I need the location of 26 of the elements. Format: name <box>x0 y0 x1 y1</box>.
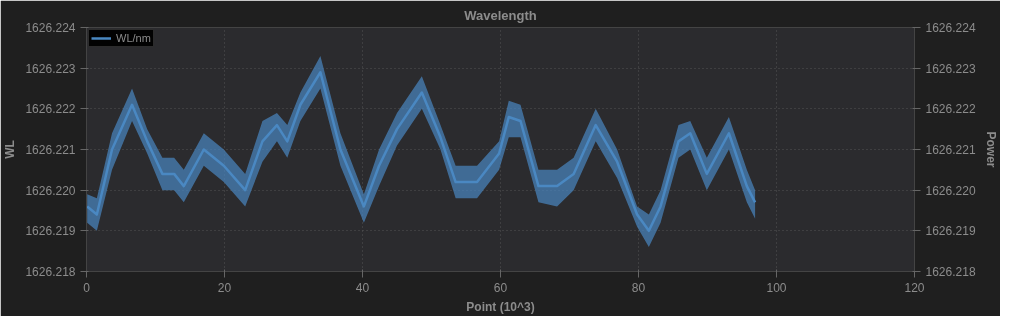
y-tick-label: 1626.218 <box>25 265 76 279</box>
y-tick-label: 1626.224 <box>25 21 76 35</box>
y2-tick-label: 1626.222 <box>925 102 976 117</box>
x-tick-label: 0 <box>83 280 91 295</box>
y2-tick-label: 1626.221 <box>925 143 976 157</box>
x-tick-label: 20 <box>217 280 232 295</box>
y-tick-label: 1626.220 <box>25 183 76 198</box>
x-tick-label: 60 <box>493 280 508 295</box>
y-tick-label: 1626.219 <box>25 224 76 239</box>
y-axis-title: WL <box>3 140 18 159</box>
y2-tick-label: 1626.223 <box>925 61 976 76</box>
x-tick-label: 80 <box>631 280 646 295</box>
y2-tick-label: 1626.224 <box>925 21 976 35</box>
y-tick-label: 1626.223 <box>25 61 76 76</box>
y2-tick-label: 1626.219 <box>925 224 976 239</box>
y-tick-label: 1626.222 <box>25 102 76 117</box>
y2-axis-title: Power <box>983 131 998 168</box>
x-axis-title: Point (10^3) <box>466 299 535 314</box>
y2-tick-label: 1626.218 <box>925 265 976 279</box>
x-tick-label: 40 <box>355 280 370 295</box>
x-tick-label: 120 <box>904 280 925 295</box>
x-tick-label: 100 <box>766 280 787 295</box>
y-tick-label: 1626.221 <box>25 143 76 157</box>
chart-title: Wavelength <box>464 7 537 23</box>
legend-label: WL/nm <box>116 32 151 44</box>
y2-tick-label: 1626.220 <box>925 183 976 198</box>
